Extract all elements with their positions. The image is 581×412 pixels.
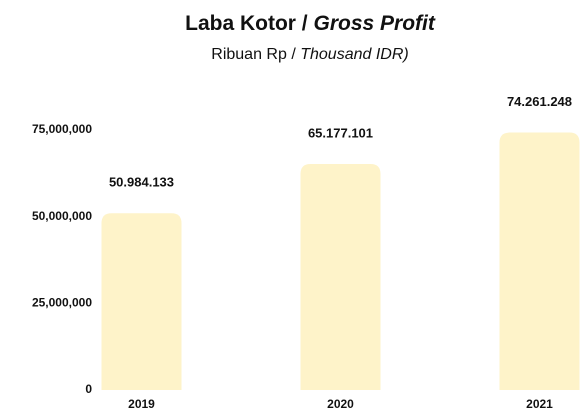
y-tick-label: 50,000,000: [32, 209, 92, 223]
bar: [300, 164, 381, 390]
data-label: 65.177.101: [308, 125, 373, 140]
data-label: 74.261.248: [507, 94, 572, 109]
y-tick-label: 0: [85, 382, 92, 396]
x-tick-label: 2020: [327, 397, 354, 411]
x-tick-label: 2019: [128, 397, 155, 411]
y-tick-label: 75,000,000: [32, 122, 92, 136]
chart-subtitle: Ribuan Rp / Thousand IDR): [211, 46, 408, 63]
bar: [499, 132, 580, 390]
subtitle-part: Thousand IDR): [300, 46, 409, 63]
title-part: Gross Profit: [314, 12, 436, 35]
chart-title: Laba Kotor / Gross Profit: [185, 12, 436, 35]
data-label: 50.984.133: [109, 175, 174, 190]
bar: [101, 213, 182, 390]
y-tick-label: 25,000,000: [32, 296, 92, 310]
title-part: Laba Kotor /: [185, 12, 308, 35]
subtitle-part: Ribuan Rp /: [211, 46, 296, 63]
x-tick-label: 2021: [526, 397, 553, 411]
